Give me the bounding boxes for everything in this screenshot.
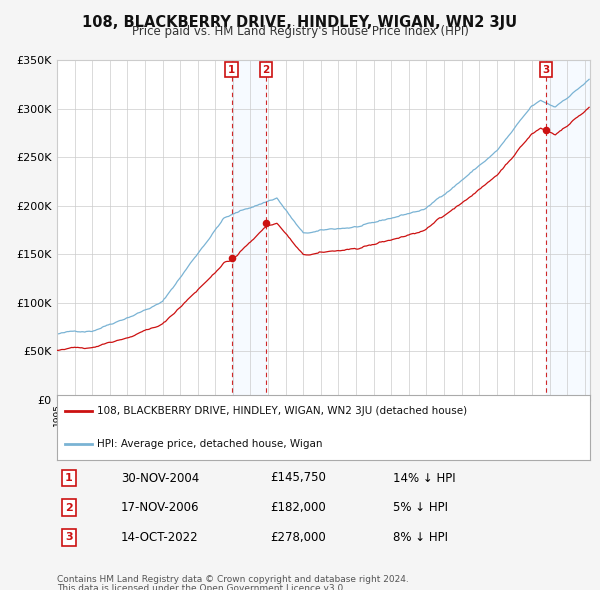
Text: 108, BLACKBERRY DRIVE, HINDLEY, WIGAN, WN2 3JU: 108, BLACKBERRY DRIVE, HINDLEY, WIGAN, W… — [82, 15, 518, 30]
Text: £182,000: £182,000 — [270, 501, 326, 514]
Text: 2: 2 — [262, 65, 269, 75]
Text: 3: 3 — [65, 532, 73, 542]
Text: 8% ↓ HPI: 8% ↓ HPI — [393, 531, 448, 544]
Text: This data is licensed under the Open Government Licence v3.0.: This data is licensed under the Open Gov… — [57, 584, 346, 590]
Point — [227, 254, 236, 263]
Text: 17-NOV-2006: 17-NOV-2006 — [121, 501, 199, 514]
Bar — [546, 60, 590, 400]
Text: 14-OCT-2022: 14-OCT-2022 — [121, 531, 199, 544]
Point — [541, 125, 551, 135]
Text: 1: 1 — [228, 65, 235, 75]
Text: Contains HM Land Registry data © Crown copyright and database right 2024.: Contains HM Land Registry data © Crown c… — [57, 575, 409, 584]
Text: 108, BLACKBERRY DRIVE, HINDLEY, WIGAN, WN2 3JU (detached house): 108, BLACKBERRY DRIVE, HINDLEY, WIGAN, W… — [97, 407, 467, 417]
Text: 30-NOV-2004: 30-NOV-2004 — [121, 471, 199, 484]
Text: 2: 2 — [65, 503, 73, 513]
Text: 14% ↓ HPI: 14% ↓ HPI — [393, 471, 455, 484]
Text: Price paid vs. HM Land Registry's House Price Index (HPI): Price paid vs. HM Land Registry's House … — [131, 25, 469, 38]
Bar — [232, 60, 266, 400]
Point — [261, 218, 271, 228]
Text: 5% ↓ HPI: 5% ↓ HPI — [393, 501, 448, 514]
Text: £278,000: £278,000 — [270, 531, 326, 544]
Text: 3: 3 — [542, 65, 550, 75]
Text: £145,750: £145,750 — [270, 471, 326, 484]
Text: HPI: Average price, detached house, Wigan: HPI: Average price, detached house, Wiga… — [97, 439, 322, 449]
Text: 1: 1 — [65, 473, 73, 483]
